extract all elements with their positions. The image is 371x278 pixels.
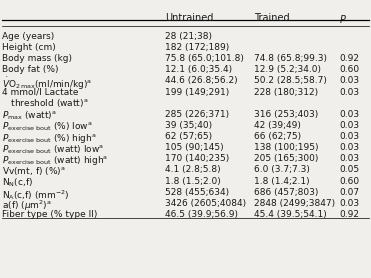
Text: threshold (watt)$^{\mathrm{a}}$: threshold (watt)$^{\mathrm{a}}$ bbox=[2, 97, 88, 109]
Text: 0.60: 0.60 bbox=[339, 65, 359, 74]
Text: 528 (455;634): 528 (455;634) bbox=[165, 188, 229, 197]
Text: 4 mmol/l Lactate: 4 mmol/l Lactate bbox=[2, 88, 78, 96]
Text: $P_{\mathrm{exercise\ bout}}$ (%) high$^{\mathrm{a}}$: $P_{\mathrm{exercise\ bout}}$ (%) high$^… bbox=[2, 132, 97, 145]
Text: 0.92: 0.92 bbox=[339, 210, 359, 219]
Text: 0.05: 0.05 bbox=[339, 165, 359, 174]
Text: Body fat (%): Body fat (%) bbox=[2, 65, 58, 74]
Text: 12.9 (5.2;34.0): 12.9 (5.2;34.0) bbox=[254, 65, 321, 74]
Text: Body mass (kg): Body mass (kg) bbox=[2, 54, 72, 63]
Text: 686 (457;803): 686 (457;803) bbox=[254, 188, 319, 197]
Text: 3426 (2605;4084): 3426 (2605;4084) bbox=[165, 199, 246, 208]
Text: Age (years): Age (years) bbox=[2, 32, 54, 41]
Text: 74.8 (65.8;99.3): 74.8 (65.8;99.3) bbox=[254, 54, 327, 63]
Text: 62 (57;65): 62 (57;65) bbox=[165, 132, 212, 141]
Text: 0.07: 0.07 bbox=[339, 188, 359, 197]
Text: 1.8 (1.5;2.0): 1.8 (1.5;2.0) bbox=[165, 177, 221, 185]
Text: $P_{\mathrm{exercise\ bout}}$ (watt) low$^{\mathrm{a}}$: $P_{\mathrm{exercise\ bout}}$ (watt) low… bbox=[2, 143, 104, 156]
Text: $P_{\mathrm{max}}$ (watt)$^{\mathrm{a}}$: $P_{\mathrm{max}}$ (watt)$^{\mathrm{a}}$ bbox=[2, 110, 56, 122]
Text: 28 (21;38): 28 (21;38) bbox=[165, 32, 212, 41]
Text: 50.2 (28.5;58.7): 50.2 (28.5;58.7) bbox=[254, 76, 327, 85]
Text: 0.03: 0.03 bbox=[339, 110, 359, 119]
Text: Trained: Trained bbox=[254, 13, 290, 23]
Text: 44.6 (26.8;56.2): 44.6 (26.8;56.2) bbox=[165, 76, 238, 85]
Text: 0.03: 0.03 bbox=[339, 154, 359, 163]
Text: 105 (90;145): 105 (90;145) bbox=[165, 143, 224, 152]
Text: $P_{\mathrm{exercise\ bout}}$ (%) low$^{\mathrm{a}}$: $P_{\mathrm{exercise\ bout}}$ (%) low$^{… bbox=[2, 121, 92, 133]
Text: 6.0 (3.7;7.3): 6.0 (3.7;7.3) bbox=[254, 165, 310, 174]
Text: 0.92: 0.92 bbox=[339, 54, 359, 63]
Text: Height (cm): Height (cm) bbox=[2, 43, 56, 52]
Text: 285 (226;371): 285 (226;371) bbox=[165, 110, 229, 119]
Text: 46.5 (39.9;56.9): 46.5 (39.9;56.9) bbox=[165, 210, 238, 219]
Text: 199 (149;291): 199 (149;291) bbox=[165, 88, 229, 96]
Text: Untrained: Untrained bbox=[165, 13, 213, 23]
Text: 0.60: 0.60 bbox=[339, 177, 359, 185]
Text: 0.03: 0.03 bbox=[339, 199, 359, 208]
Text: 45.4 (39.5;54.1): 45.4 (39.5;54.1) bbox=[254, 210, 327, 219]
Text: 39 (35;40): 39 (35;40) bbox=[165, 121, 212, 130]
Text: 0.03: 0.03 bbox=[339, 121, 359, 130]
Text: 205 (165;300): 205 (165;300) bbox=[254, 154, 319, 163]
Text: 0.03: 0.03 bbox=[339, 132, 359, 141]
Text: N$_{\mathrm{N}}$(c,f): N$_{\mathrm{N}}$(c,f) bbox=[2, 177, 33, 189]
Text: 66 (62;75): 66 (62;75) bbox=[254, 132, 301, 141]
Text: 75.8 (65.0;101.8): 75.8 (65.0;101.8) bbox=[165, 54, 244, 63]
Text: N$_{\mathrm{A}}$(c,f) (mm$^{-2}$): N$_{\mathrm{A}}$(c,f) (mm$^{-2}$) bbox=[2, 188, 69, 202]
Text: 0.03: 0.03 bbox=[339, 143, 359, 152]
Text: $P$: $P$ bbox=[339, 13, 347, 24]
Text: 1.8 (1.4;2.1): 1.8 (1.4;2.1) bbox=[254, 177, 310, 185]
Text: 228 (180;312): 228 (180;312) bbox=[254, 88, 318, 96]
Text: 42 (39;49): 42 (39;49) bbox=[254, 121, 301, 130]
Text: 182 (172;189): 182 (172;189) bbox=[165, 43, 229, 52]
Text: 138 (100;195): 138 (100;195) bbox=[254, 143, 319, 152]
Text: 0.03: 0.03 bbox=[339, 88, 359, 96]
Text: $P_{\mathrm{exercise\ bout}}$ (watt) high$^{\mathrm{a}}$: $P_{\mathrm{exercise\ bout}}$ (watt) hig… bbox=[2, 154, 108, 167]
Text: 4.1 (2.8;5.8): 4.1 (2.8;5.8) bbox=[165, 165, 221, 174]
Text: 170 (140;235): 170 (140;235) bbox=[165, 154, 229, 163]
Text: 12.1 (6.0;35.4): 12.1 (6.0;35.4) bbox=[165, 65, 232, 74]
Text: 2848 (2499;3847): 2848 (2499;3847) bbox=[254, 199, 335, 208]
Text: Vv(mt, f) (%)$^{\mathrm{a}}$: Vv(mt, f) (%)$^{\mathrm{a}}$ bbox=[2, 165, 65, 177]
Text: 316 (253;403): 316 (253;403) bbox=[254, 110, 318, 119]
Text: 0.03: 0.03 bbox=[339, 76, 359, 85]
Text: Fiber type (% type II): Fiber type (% type II) bbox=[2, 210, 97, 219]
Text: $\dot{V}$O$_{2\,\mathrm{max}}$(ml/min/kg)$^{\mathrm{a}}$: $\dot{V}$O$_{2\,\mathrm{max}}$(ml/min/kg… bbox=[2, 76, 92, 93]
Text: a(f) ($\mu$m$^{2}$)$^{\mathrm{a}}$: a(f) ($\mu$m$^{2}$)$^{\mathrm{a}}$ bbox=[2, 199, 52, 213]
